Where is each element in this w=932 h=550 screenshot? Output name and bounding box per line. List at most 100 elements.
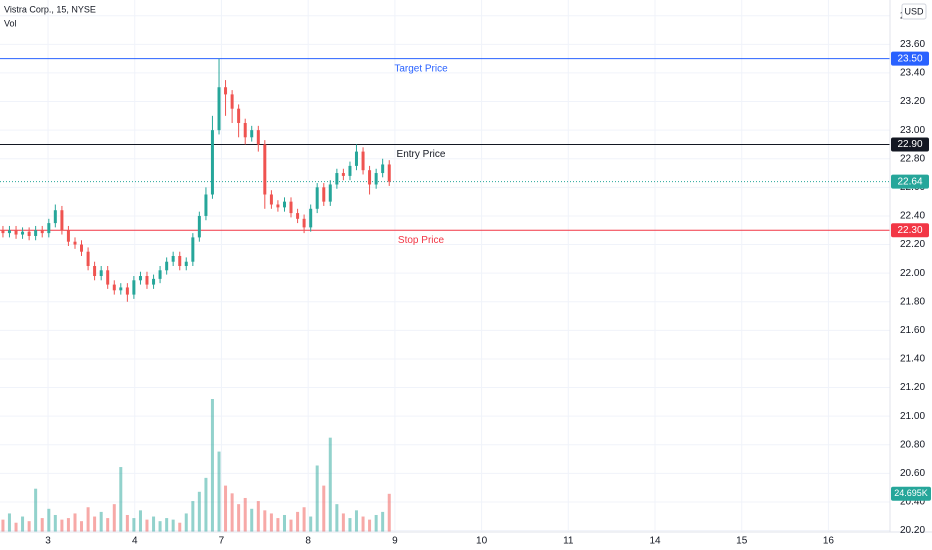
candle-body: [224, 87, 228, 95]
candle-body: [112, 284, 116, 291]
candle-body: [256, 130, 260, 145]
y-tick-label: 23.20: [900, 96, 925, 107]
volume-bar: [40, 518, 44, 532]
level-label: Entry Price: [397, 149, 446, 160]
volume-bar: [217, 451, 221, 532]
volume-bar: [289, 519, 293, 532]
volume-bar: [374, 514, 378, 532]
candle-body: [80, 244, 84, 252]
volume-bar: [322, 485, 326, 532]
volume-bar: [7, 513, 11, 532]
volume-bar: [276, 518, 280, 532]
candle-body: [138, 276, 142, 281]
level-badge-label: 22.30: [897, 225, 922, 236]
level-badge-label: 23.50: [897, 53, 922, 64]
y-tick-label: 23.00: [900, 125, 925, 136]
y-tick-label: 22.80: [900, 153, 925, 164]
x-tick-label: 8: [305, 536, 311, 547]
x-tick-label: 3: [45, 536, 51, 547]
volume-bar: [302, 507, 306, 532]
candle-body: [27, 231, 31, 236]
candle-body: [171, 255, 175, 262]
volume-bar: [243, 497, 247, 532]
candle-body: [60, 210, 64, 231]
level-label: Stop Price: [398, 235, 445, 246]
volume-bar: [34, 488, 38, 532]
candle-body: [21, 231, 25, 235]
level-badge-label: 22.90: [897, 139, 922, 150]
x-tick-label: 15: [736, 536, 748, 547]
volume-bar: [47, 508, 51, 532]
volume-bar: [53, 514, 57, 532]
candle-body: [178, 255, 182, 266]
candle-body: [243, 122, 247, 138]
y-tick-label: 20.20: [900, 525, 925, 536]
candle-body: [328, 184, 332, 202]
volume-bar: [282, 514, 286, 532]
candle-body: [152, 278, 156, 285]
volume-bar: [309, 516, 313, 532]
candle-body: [7, 230, 11, 234]
volume-bar: [138, 510, 142, 532]
volume-bar: [263, 510, 267, 532]
currency-badge[interactable]: [901, 3, 927, 20]
candle-body: [14, 230, 18, 235]
volume-bar: [86, 507, 90, 532]
volume-bar: [93, 516, 97, 532]
volume-bar: [60, 519, 64, 532]
candle-body: [368, 170, 372, 185]
x-tick-label: 7: [219, 536, 225, 547]
y-tick-label: 22.20: [900, 239, 925, 250]
y-tick-label: 21.40: [900, 354, 925, 365]
volume-bar: [210, 399, 214, 532]
indicator-label: Vol: [4, 18, 17, 28]
y-tick-label: 23.60: [900, 39, 925, 50]
y-tick-label: 20.80: [900, 439, 925, 450]
candle-body: [158, 270, 162, 279]
candle-body: [125, 287, 129, 295]
level-badge: [891, 51, 929, 66]
candle-body: [73, 241, 77, 245]
level-badge: [891, 223, 929, 238]
levels: Target Price Entry Price Stop Price: [0, 58, 890, 246]
volume-bar: [237, 504, 241, 532]
y-tick-label: 21.20: [900, 382, 925, 393]
volume-bar: [335, 504, 339, 532]
volume-bar: [152, 516, 156, 532]
candles: [1, 58, 391, 302]
volume-bar: [80, 521, 84, 532]
volume-bar: [165, 518, 169, 532]
volume-bar: [256, 501, 260, 532]
volume-bar: [125, 514, 129, 532]
candle-body: [302, 218, 306, 228]
candle-body: [210, 130, 214, 195]
y-tick-label: 20.60: [900, 468, 925, 479]
candle-body: [106, 270, 110, 285]
candle-body: [250, 130, 254, 138]
volume-bar: [224, 485, 228, 532]
volume-bar: [73, 513, 77, 532]
volume-bar: [381, 511, 385, 532]
volume-bar: [354, 510, 358, 532]
candle-body: [53, 210, 57, 224]
volume-bar: [348, 518, 352, 532]
candle-body: [237, 108, 241, 123]
candle-body: [34, 230, 38, 236]
y-tick-label: 21.60: [900, 325, 925, 336]
candle-body: [66, 230, 70, 242]
candle-body: [165, 261, 169, 271]
volume-bar: [27, 521, 31, 532]
volume-bar: [119, 467, 123, 532]
volume-bar: [1, 519, 5, 532]
candle-body: [289, 201, 293, 214]
volume-pane: [1, 399, 391, 532]
grid: [0, 0, 890, 532]
candle-body: [184, 261, 188, 266]
candle-body: [381, 164, 385, 174]
last-price-badge: [891, 174, 929, 189]
candle-body: [296, 213, 300, 219]
x-tick-label: 10: [476, 536, 488, 547]
candle-body: [191, 237, 195, 262]
volume-bar: [112, 504, 116, 532]
